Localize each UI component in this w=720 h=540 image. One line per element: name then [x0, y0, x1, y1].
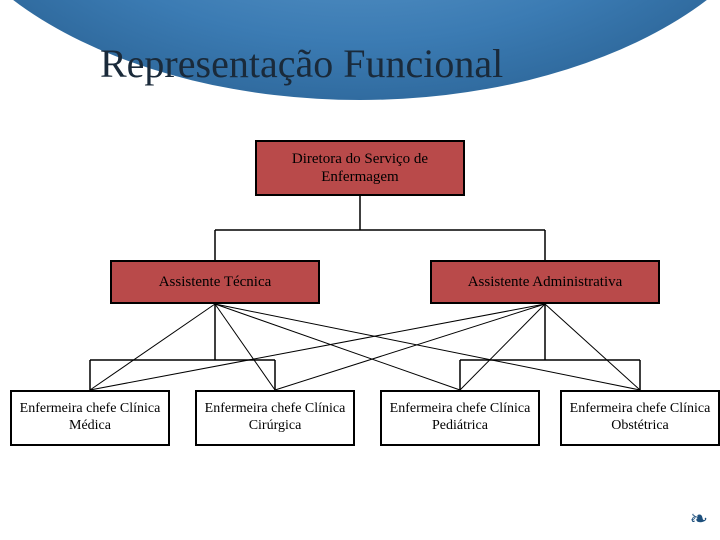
node-label: Enfermeira chefe Clínica Médica: [18, 401, 162, 435]
node-mid-left: Assistente Técnica: [110, 260, 320, 304]
node-label: Assistente Administrativa: [468, 273, 623, 291]
node-mid-right: Assistente Administrativa: [430, 260, 660, 304]
node-leaf-4: Enfermeira chefe Clínica Obstétrica: [560, 390, 720, 446]
node-leaf-2: Enfermeira chefe Clínica Cirúrgica: [195, 390, 355, 446]
node-label: Assistente Técnica: [159, 273, 272, 291]
node-leaf-3: Enfermeira chefe Clínica Pediátrica: [380, 390, 540, 446]
node-label: Enfermeira chefe Clínica Cirúrgica: [203, 401, 347, 435]
node-root: Diretora do Serviço de Enfermagem: [255, 140, 465, 196]
node-label: Enfermeira chefe Clínica Obstétrica: [568, 401, 712, 435]
corner-glyph-icon: ❧: [690, 506, 708, 532]
node-label: Diretora do Serviço de Enfermagem: [263, 150, 457, 186]
node-leaf-1: Enfermeira chefe Clínica Médica: [10, 390, 170, 446]
node-label: Enfermeira chefe Clínica Pediátrica: [388, 401, 532, 435]
